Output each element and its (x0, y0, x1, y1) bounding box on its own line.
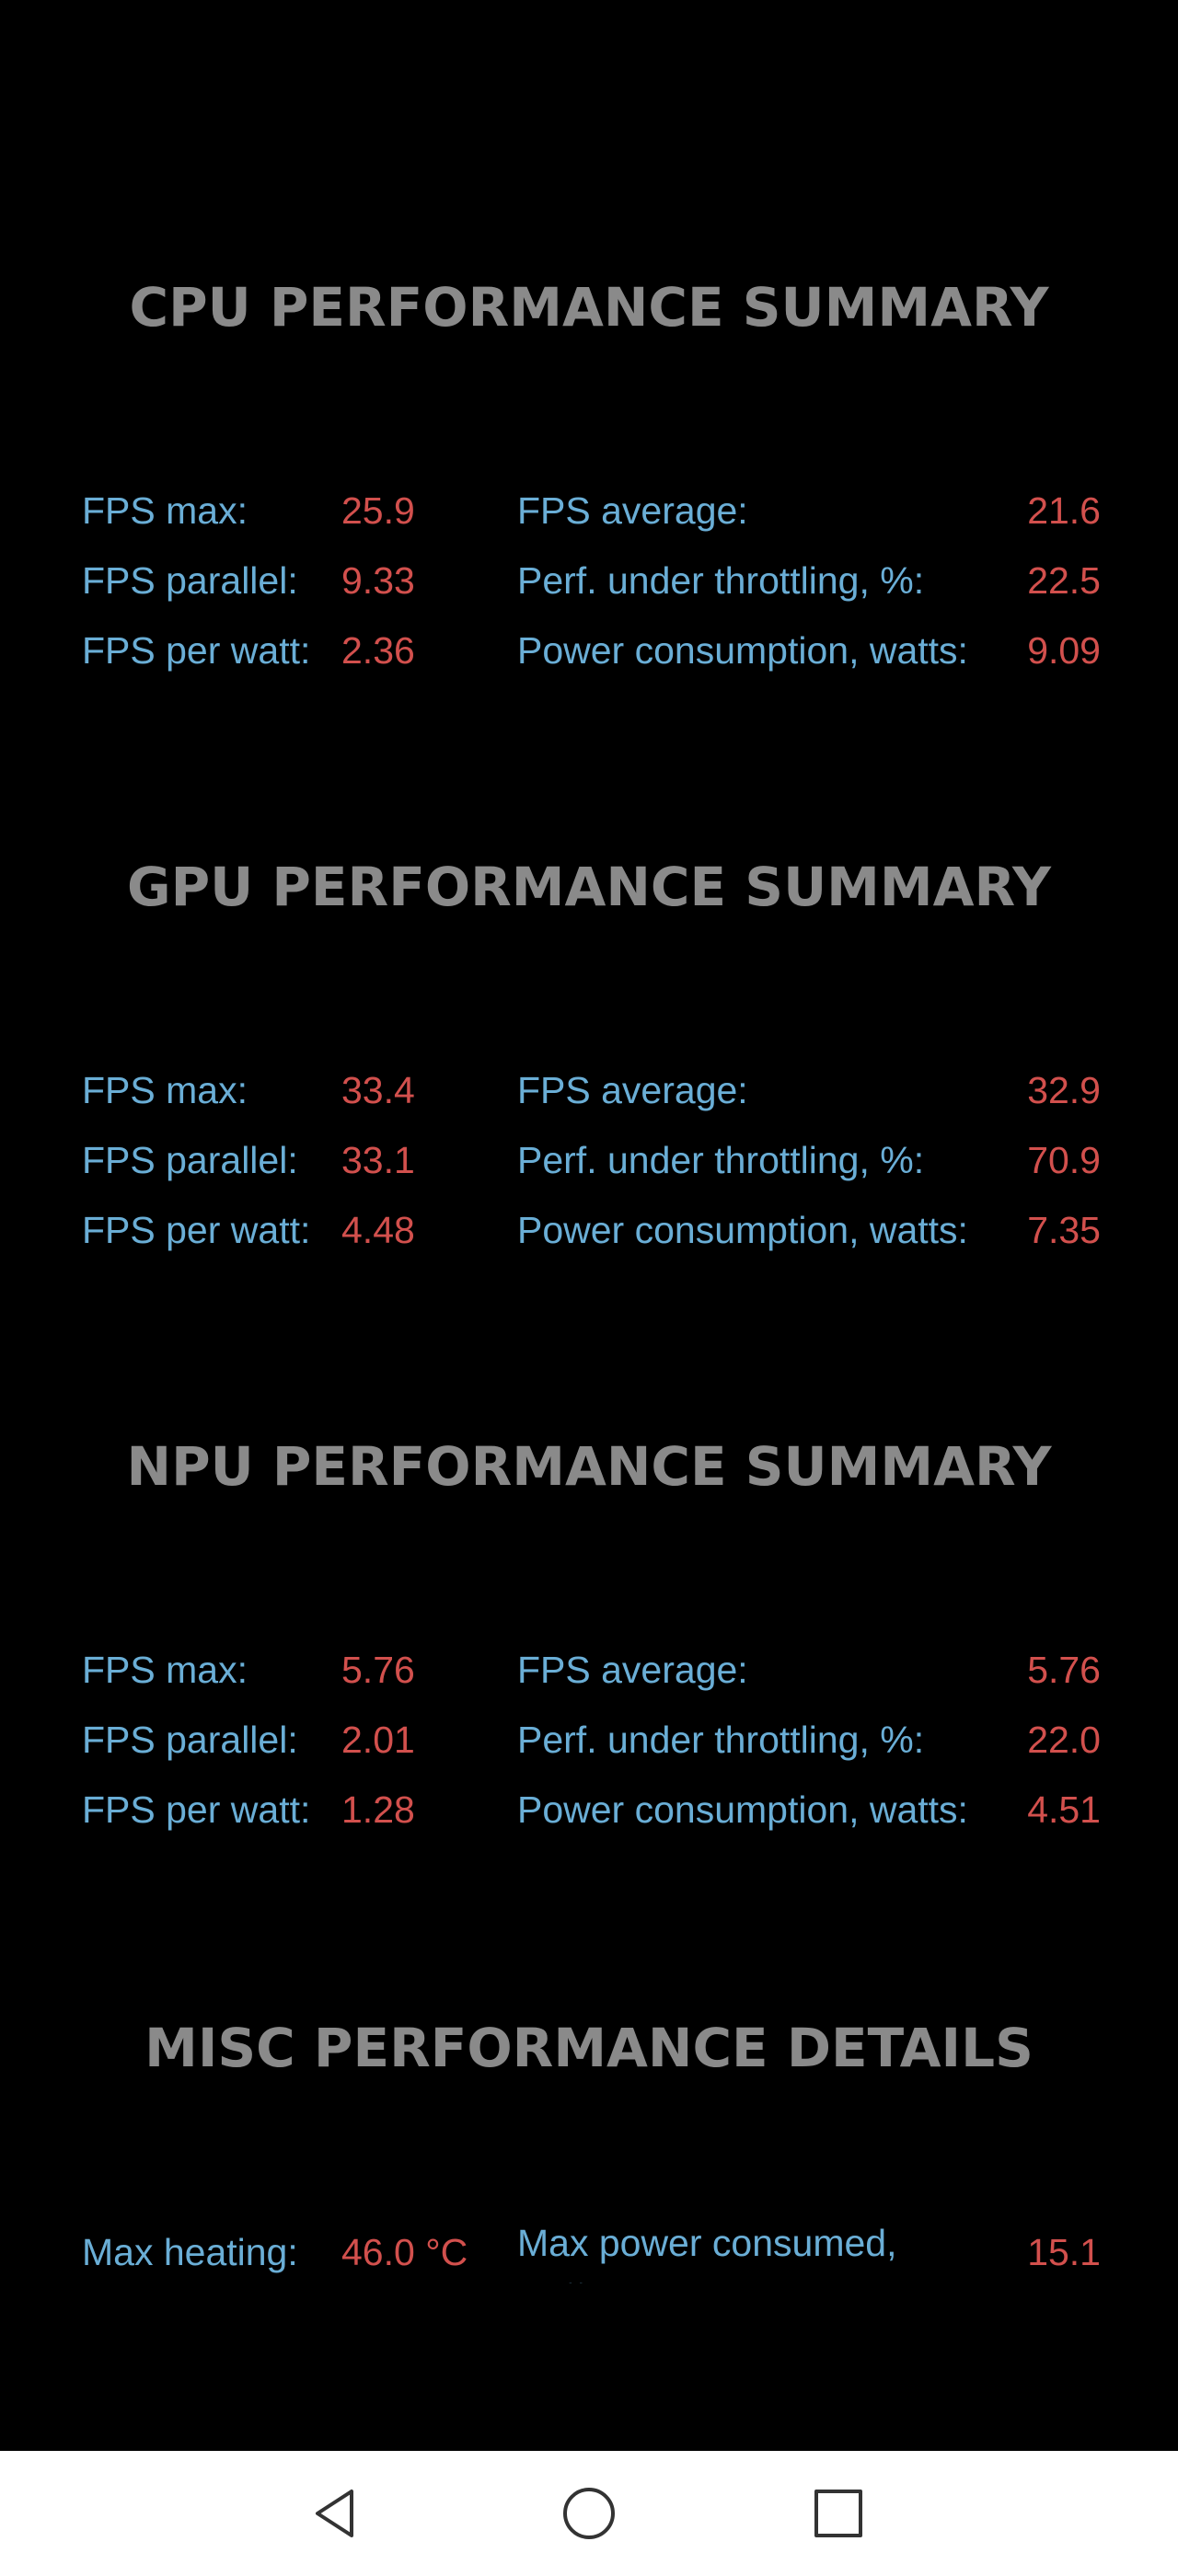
npu-fps-per-watt-label: FPS per watt: (82, 1788, 311, 1831)
benchmark-results-screen: CPU PERFORMANCE SUMMARY FPS max: 25.9 FP… (82, 276, 1106, 2283)
max-heating-row: Max heating: 46.0 °C (82, 2225, 487, 2280)
gpu-throttling-row: Perf. under throttling, %: 70.9 (517, 1133, 1106, 1188)
gpu-fps-max-value: 33.4 (341, 1069, 415, 1111)
cpu-fps-average-label: FPS average: (517, 489, 748, 532)
gpu-fps-max-label: FPS max: (82, 1069, 248, 1111)
cpu-throttling-label: Perf. under throttling, %: (517, 559, 925, 602)
recents-icon[interactable] (811, 2486, 866, 2541)
gpu-power-row: Power consumption, watts: 7.35 (517, 1202, 1106, 1258)
gpu-power-label: Power consumption, watts: (517, 1209, 968, 1251)
gpu-fps-average-label: FPS average: (517, 1069, 748, 1111)
npu-fps-per-watt-row: FPS per watt: 1.28 (82, 1782, 468, 1837)
npu-fps-average-row: FPS average: 5.76 (517, 1642, 1106, 1697)
npu-throttling-row: Perf. under throttling, %: 22.0 (517, 1712, 1106, 1767)
gpu-fps-per-watt-row: FPS per watt: 4.48 (82, 1202, 468, 1258)
npu-fps-average-label: FPS average: (517, 1649, 748, 1691)
npu-fps-per-watt-value: 1.28 (341, 1788, 415, 1831)
cpu-fps-max-value: 25.9 (341, 489, 415, 532)
cpu-fps-max-label: FPS max: (82, 489, 248, 532)
cpu-fps-parallel-row: FPS parallel: 9.33 (82, 553, 468, 608)
npu-power-value: 4.51 (1027, 1788, 1101, 1831)
npu-power-label: Power consumption, watts: (517, 1788, 968, 1831)
gpu-fps-parallel-value: 33.1 (341, 1139, 415, 1181)
gpu-throttling-label: Perf. under throttling, %: (517, 1139, 925, 1181)
cpu-fps-average-value: 21.6 (1027, 489, 1101, 532)
cpu-power-row: Power consumption, watts: 9.09 (517, 623, 1106, 678)
npu-fps-max-row: FPS max: 5.76 (82, 1642, 468, 1697)
cpu-throttling-row: Perf. under throttling, %: 22.5 (517, 553, 1106, 608)
system-navigation-bar (0, 2451, 1178, 2576)
gpu-fps-average-value: 32.9 (1027, 1069, 1101, 1111)
npu-fps-parallel-label: FPS parallel: (82, 1719, 298, 1761)
max-power-consumed-label: Max power consumed, watts: (517, 2222, 897, 2283)
max-power-consumed-value: 15.1 (1027, 2231, 1101, 2273)
max-heating-value: 46.0 °C (341, 2231, 468, 2273)
npu-fps-max-value: 5.76 (341, 1649, 415, 1691)
cpu-fps-parallel-value: 9.33 (341, 559, 415, 602)
cpu-power-label: Power consumption, watts: (517, 629, 968, 672)
home-icon[interactable] (561, 2486, 617, 2541)
cpu-throttling-value: 22.5 (1027, 559, 1101, 602)
cpu-fps-per-watt-value: 2.36 (341, 629, 415, 672)
npu-fps-parallel-value: 2.01 (341, 1719, 415, 1761)
cpu-section-title: CPU PERFORMANCE SUMMARY (129, 276, 1049, 339)
cpu-fps-max-row: FPS max: 25.9 (82, 483, 468, 538)
gpu-fps-max-row: FPS max: 33.4 (82, 1063, 468, 1118)
gpu-throttling-value: 70.9 (1027, 1139, 1101, 1181)
npu-power-row: Power consumption, watts: 4.51 (517, 1782, 1106, 1837)
misc-section-title: MISC PERFORMANCE DETAILS (144, 2017, 1034, 2079)
npu-throttling-value: 22.0 (1027, 1719, 1101, 1761)
gpu-power-value: 7.35 (1027, 1209, 1101, 1251)
cpu-fps-per-watt-label: FPS per watt: (82, 629, 311, 672)
npu-throttling-label: Perf. under throttling, %: (517, 1719, 925, 1761)
npu-section-title: NPU PERFORMANCE SUMMARY (126, 1435, 1052, 1498)
cpu-fps-per-watt-row: FPS per watt: 2.36 (82, 623, 468, 678)
max-heating-label: Max heating: (82, 2231, 298, 2273)
npu-fps-parallel-row: FPS parallel: 2.01 (82, 1712, 468, 1767)
npu-fps-max-label: FPS max: (82, 1649, 248, 1691)
gpu-fps-parallel-label: FPS parallel: (82, 1139, 298, 1181)
gpu-fps-average-row: FPS average: 32.9 (517, 1063, 1106, 1118)
cpu-fps-parallel-label: FPS parallel: (82, 559, 298, 602)
gpu-fps-parallel-row: FPS parallel: 33.1 (82, 1133, 468, 1188)
gpu-section-title: GPU PERFORMANCE SUMMARY (127, 856, 1051, 918)
cpu-fps-average-row: FPS average: 21.6 (517, 483, 1106, 538)
gpu-fps-per-watt-value: 4.48 (341, 1209, 415, 1251)
gpu-fps-per-watt-label: FPS per watt: (82, 1209, 311, 1251)
back-icon[interactable] (308, 2486, 364, 2541)
cpu-power-value: 9.09 (1027, 629, 1101, 672)
npu-fps-average-value: 5.76 (1027, 1649, 1101, 1691)
